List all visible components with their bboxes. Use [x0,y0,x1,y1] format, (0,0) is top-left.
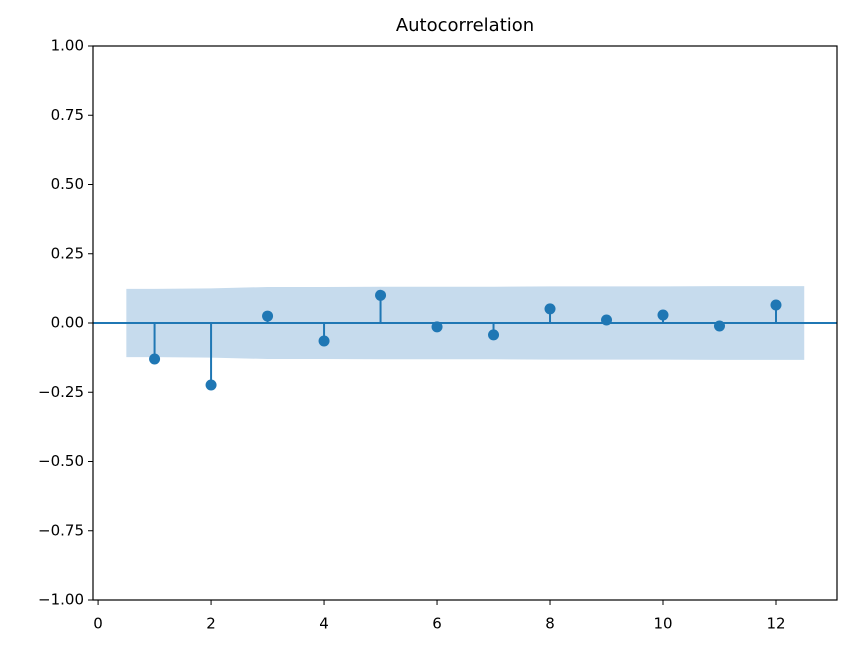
stem-marker [375,289,387,301]
y-tick-label: −1.00 [38,591,84,609]
x-tick-label: 0 [93,615,103,633]
y-tick-label: 0.75 [51,106,84,124]
stem-marker [262,310,274,322]
x-tick-label: 6 [432,615,442,633]
x-tick-label: 4 [319,615,329,633]
stem-marker [601,314,613,326]
stem-marker [770,299,782,311]
y-tick-label: 0.50 [51,175,84,193]
x-tick-label: 10 [653,615,672,633]
y-tick-label: 0.00 [51,314,84,332]
stem-marker [431,321,443,333]
y-tick-label: −0.25 [38,383,84,401]
y-tick-label: 1.00 [51,37,84,55]
stem-marker [657,309,669,321]
chart-title: Autocorrelation [396,15,534,36]
x-tick-label: 2 [206,615,216,633]
stem-marker [544,303,556,315]
y-tick-label: −0.50 [38,452,84,470]
x-tick-label: 12 [766,615,785,633]
x-tick-label: 8 [545,615,555,633]
stem-marker [205,379,217,391]
stem-marker [488,329,500,341]
stem-marker [149,353,161,365]
stem-marker [713,320,725,332]
y-tick-label: 0.25 [51,244,84,262]
y-tick-label: −0.75 [38,521,84,539]
stem-marker [318,335,330,347]
